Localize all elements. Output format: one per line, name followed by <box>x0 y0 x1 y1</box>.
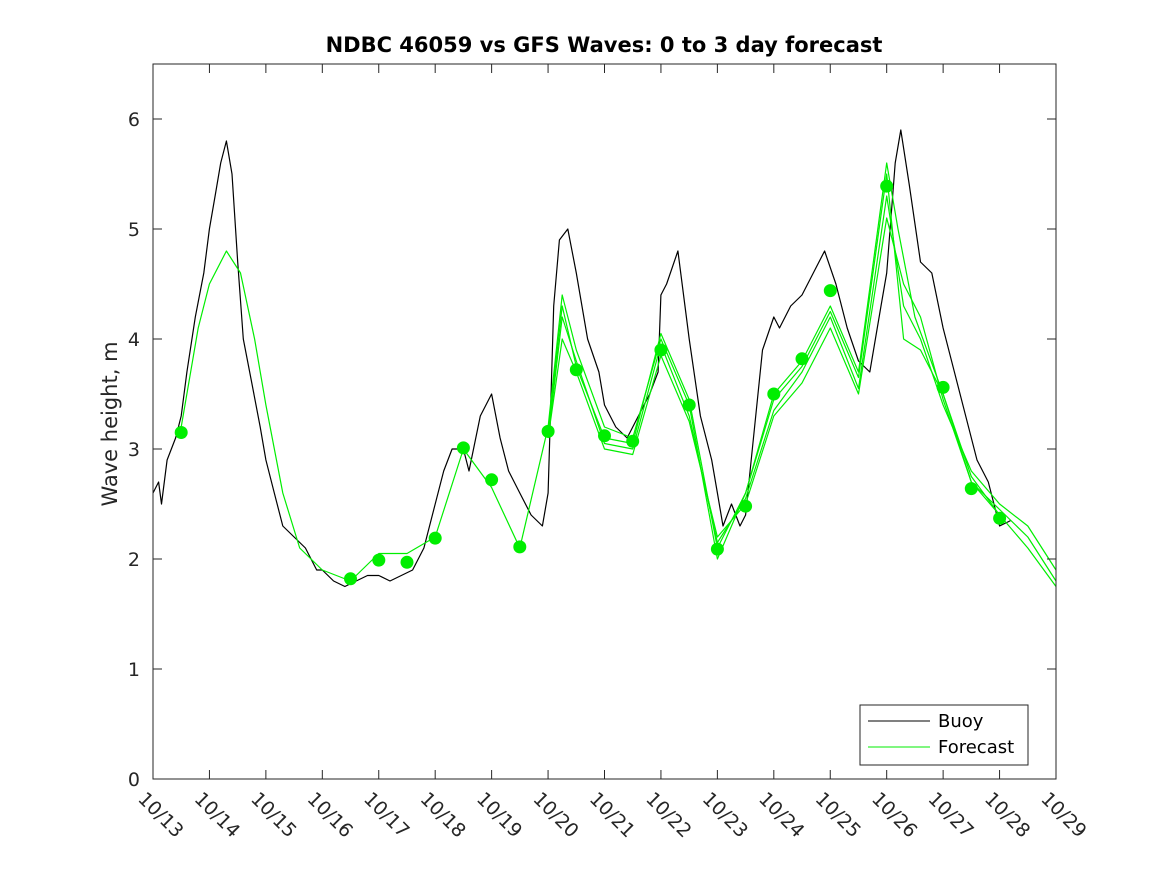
forecast-marker-7 <box>513 540 527 554</box>
y-tick-label-1: 1 <box>128 659 140 681</box>
forecast-marker-12 <box>654 343 668 357</box>
forecast-marker-16 <box>767 387 781 401</box>
forecast-marker-9 <box>569 363 583 377</box>
forecast-marker-10 <box>598 429 611 443</box>
series-line-forecast-3 <box>547 217 1057 582</box>
forecast-marker-21 <box>964 482 978 496</box>
forecast-marker-5 <box>456 441 470 455</box>
forecast-marker-22 <box>993 511 1007 525</box>
forecast-marker-8 <box>541 424 555 438</box>
forecast-marker-4 <box>428 531 442 545</box>
legend-label-forecast: Forecast <box>938 737 1014 758</box>
plot-area <box>152 129 1057 588</box>
y-tick-label-4: 4 <box>128 329 140 351</box>
forecast-marker-2 <box>372 553 386 567</box>
y-tick-label-3: 3 <box>128 439 140 461</box>
legend: Buoy Forecast <box>859 704 1029 766</box>
forecast-marker-11 <box>626 434 640 448</box>
forecast-marker-15 <box>739 499 753 513</box>
forecast-marker-14 <box>710 542 724 556</box>
forecast-marker-1 <box>344 572 357 586</box>
series-line-forecast-1 <box>180 162 1057 587</box>
forecast-marker-17 <box>795 352 809 366</box>
legend-label-buoy: Buoy <box>938 711 984 732</box>
series-line-buoy-0 <box>152 129 1012 588</box>
forecast-marker-19 <box>880 179 894 193</box>
y-tick-label-5: 5 <box>128 219 140 241</box>
y-tick-label-0: 0 <box>128 769 140 791</box>
forecast-marker-6 <box>485 473 499 487</box>
forecast-marker-18 <box>823 284 837 298</box>
y-tick-label-6: 6 <box>128 109 140 131</box>
y-tick-label-2: 2 <box>128 549 140 571</box>
forecast-marker-0 <box>174 426 188 439</box>
forecast-marker-3 <box>400 555 414 569</box>
legend-box <box>859 704 1029 766</box>
chart-title: NDBC 46059 vs GFS Waves: 0 to 3 day fore… <box>326 33 883 57</box>
y-axis-label: Wave height, m <box>98 341 122 506</box>
forecast-marker-13 <box>682 398 696 412</box>
forecast-marker-20 <box>936 380 950 394</box>
